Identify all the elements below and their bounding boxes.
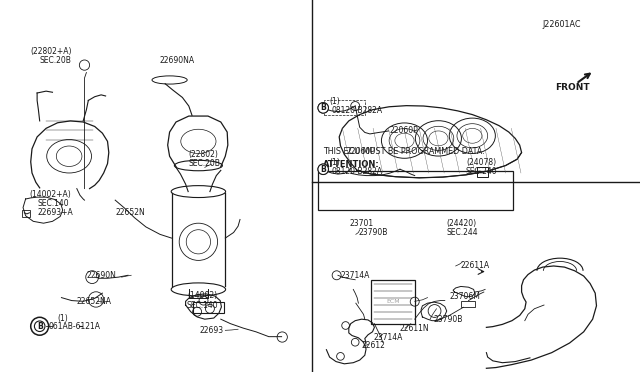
Bar [193, 302, 224, 313]
Text: (1): (1) [57, 314, 68, 323]
Text: J22601AC: J22601AC [543, 20, 581, 29]
Text: 22611N: 22611N [399, 324, 429, 333]
Text: 08120-B282A: 08120-B282A [332, 106, 383, 115]
Text: 22612: 22612 [362, 341, 385, 350]
Text: B: B [321, 103, 326, 112]
Bar [318, 171, 513, 210]
Text: 22652NA: 22652NA [77, 297, 112, 306]
Text: 23790B: 23790B [358, 228, 388, 237]
Text: 08120-B282A: 08120-B282A [332, 167, 383, 176]
Text: 23714A: 23714A [340, 271, 370, 280]
Text: (1): (1) [329, 97, 340, 106]
Text: SEC.140: SEC.140 [37, 199, 68, 208]
Text: 22693: 22693 [200, 326, 224, 335]
Bar [461, 301, 475, 307]
Text: 22690NA: 22690NA [160, 56, 195, 65]
Text: 23706M: 23706M [449, 292, 480, 301]
Text: B: B [37, 322, 42, 331]
Text: 22060P: 22060P [347, 147, 376, 155]
Bar [22, 210, 30, 217]
Text: (1): (1) [329, 158, 340, 167]
Text: (22802): (22802) [189, 150, 219, 159]
Text: FRONT: FRONT [556, 83, 590, 92]
Text: SEC.244: SEC.244 [447, 228, 478, 237]
Text: SEC.20B: SEC.20B [189, 159, 221, 168]
Bar [324, 100, 365, 115]
Text: SEC.140: SEC.140 [187, 301, 218, 310]
Text: (14002): (14002) [187, 291, 217, 300]
Text: THIS ECU MUST BE PROGRAMMED DATA.: THIS ECU MUST BE PROGRAMMED DATA. [323, 147, 485, 156]
Text: ECM: ECM [386, 299, 400, 304]
Text: B: B [37, 323, 42, 329]
Bar [477, 167, 488, 177]
Text: 23701: 23701 [349, 219, 374, 228]
Text: SEC.20B: SEC.20B [40, 56, 72, 65]
Text: 23790B: 23790B [433, 315, 463, 324]
Text: 22652N: 22652N [115, 208, 145, 217]
Text: SEC.240: SEC.240 [466, 167, 497, 176]
Text: (22802+A): (22802+A) [31, 47, 72, 56]
Text: 23714A: 23714A [374, 333, 403, 341]
Text: 22611A: 22611A [461, 262, 490, 270]
Bar [371, 280, 415, 324]
Text: 22690N: 22690N [86, 271, 116, 280]
Text: (24420): (24420) [447, 219, 477, 228]
Text: 061AB-6121A: 061AB-6121A [49, 322, 100, 331]
Text: 22693+A: 22693+A [37, 208, 73, 217]
Text: (14002+A): (14002+A) [29, 190, 71, 199]
Text: ATTENTION:: ATTENTION: [323, 160, 380, 169]
Text: (24078): (24078) [466, 158, 496, 167]
Text: 22060P: 22060P [390, 126, 419, 135]
Text: B: B [321, 165, 326, 174]
